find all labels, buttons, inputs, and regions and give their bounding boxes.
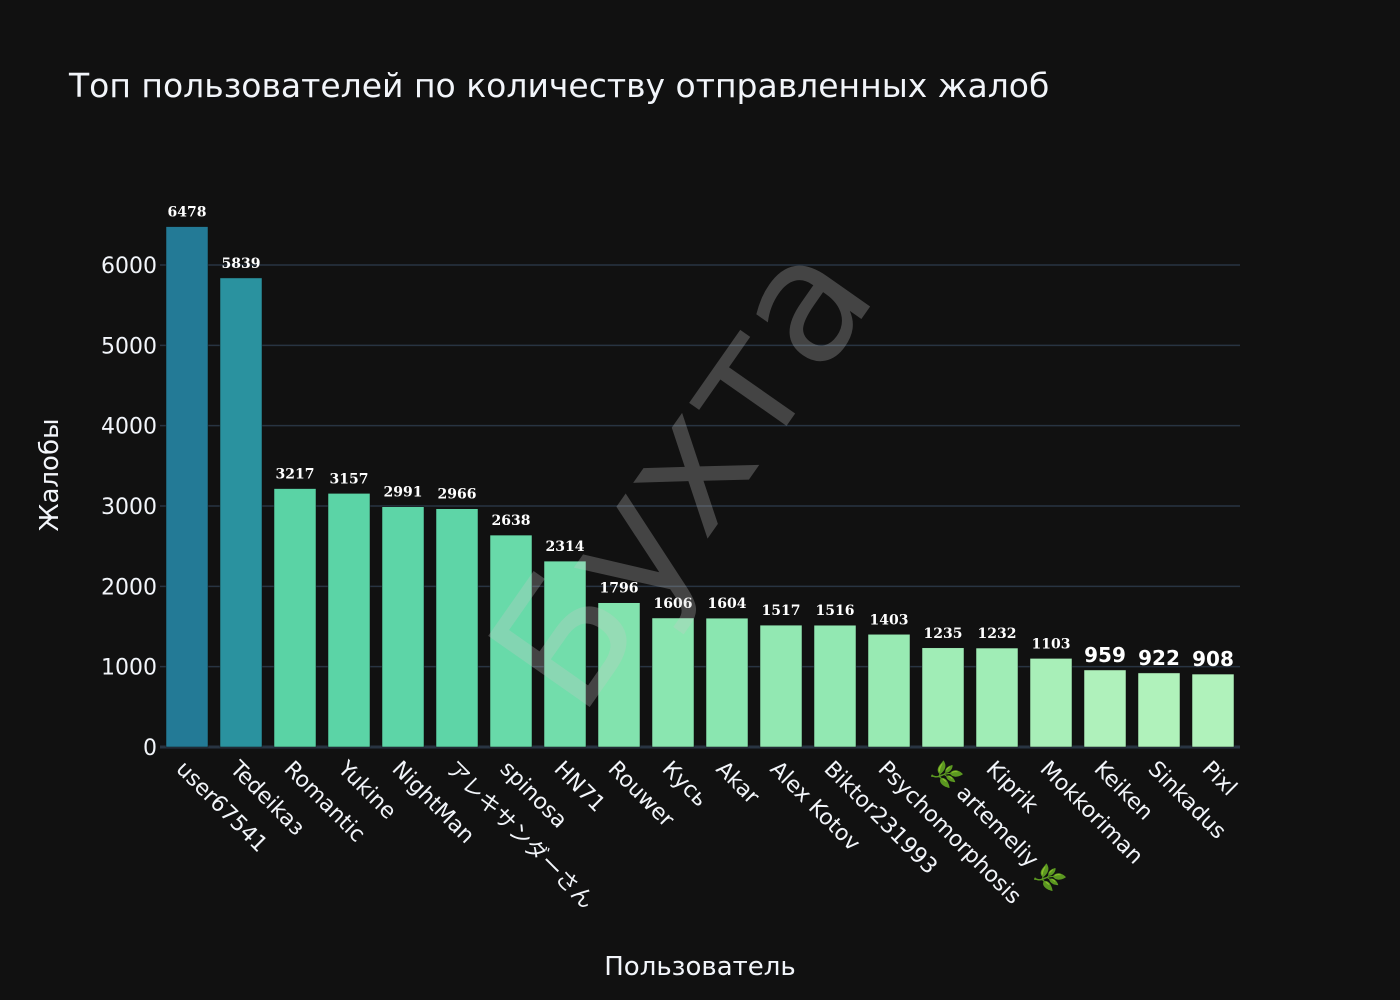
x-axis-title: Пользователь	[604, 952, 795, 982]
data-label: 1403	[870, 612, 909, 628]
data-label: 3157	[330, 471, 369, 487]
data-label: 1232	[978, 626, 1017, 642]
bar	[1029, 658, 1073, 748]
data-label: 3217	[276, 467, 315, 483]
bar	[165, 226, 209, 748]
data-label: 6478	[168, 205, 207, 221]
data-label: 2991	[384, 485, 423, 501]
data-label: 1103	[1032, 636, 1071, 652]
x-tick-label: Akar	[711, 757, 765, 811]
bar	[327, 493, 371, 748]
bar	[921, 647, 965, 748]
bar	[597, 602, 641, 748]
bar	[273, 488, 317, 748]
bar	[219, 277, 263, 748]
y-tick-label: 6000	[101, 254, 157, 279]
data-label: 1516	[816, 603, 855, 619]
data-label: 959	[1084, 643, 1126, 667]
bar	[759, 624, 803, 748]
bar	[489, 534, 533, 748]
data-label: 2638	[492, 513, 531, 529]
data-label: 1604	[708, 596, 747, 612]
data-label: 1796	[600, 581, 639, 597]
y-tick-label: 1000	[101, 656, 157, 681]
y-tick-label: 3000	[101, 495, 157, 520]
data-label: 908	[1192, 647, 1234, 671]
bar	[705, 617, 749, 748]
bar	[543, 560, 587, 748]
data-label: 922	[1138, 646, 1180, 670]
bar	[435, 508, 479, 748]
bar	[381, 506, 425, 748]
bar	[1137, 672, 1181, 748]
bar	[1191, 673, 1235, 748]
x-tick-label: Pixl	[1197, 757, 1242, 802]
bar	[867, 634, 911, 748]
bar	[813, 624, 857, 748]
data-label: 1235	[924, 626, 963, 642]
y-tick-label: 4000	[101, 415, 157, 440]
data-label: 2314	[546, 539, 585, 555]
y-tick-label: 2000	[101, 575, 157, 600]
data-label: 1517	[762, 603, 801, 619]
y-tick-label: 5000	[101, 334, 157, 359]
data-label: 1606	[654, 596, 693, 612]
y-axis-title: Жалобы	[35, 418, 65, 531]
bar	[975, 647, 1019, 748]
bar	[651, 617, 695, 748]
data-label: 5839	[222, 256, 261, 272]
y-tick-label: 0	[143, 736, 157, 761]
data-label: 2966	[438, 487, 477, 503]
bar	[1083, 669, 1127, 748]
chart-title: Топ пользователей по количеству отправле…	[69, 66, 1050, 105]
